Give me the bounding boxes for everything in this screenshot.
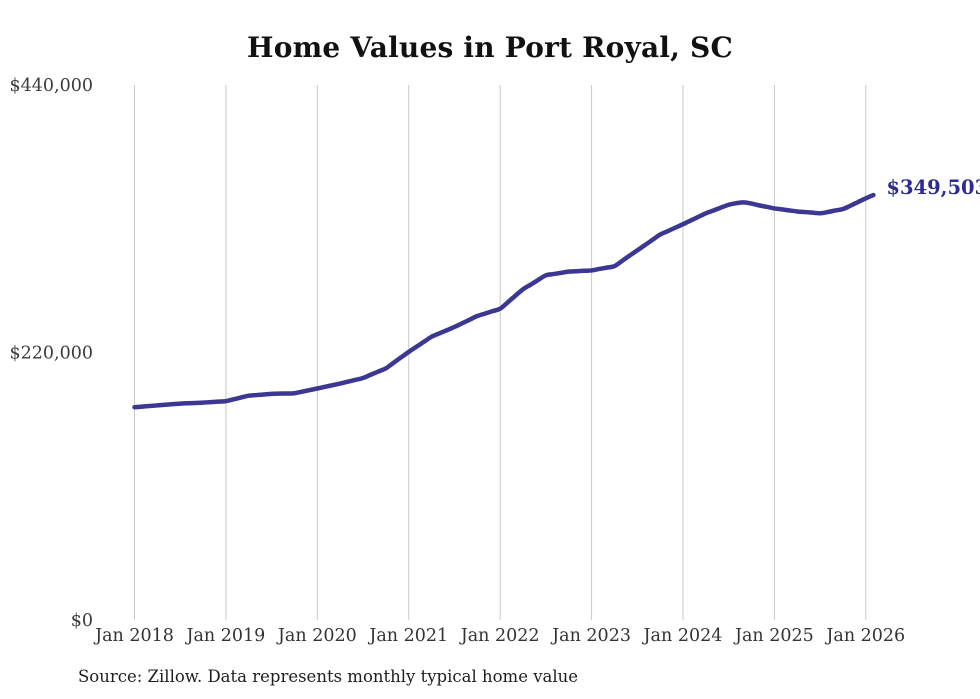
y-tick-label: $0 bbox=[71, 611, 93, 631]
y-tick-label: $220,000 bbox=[9, 344, 93, 364]
x-tick-label: Jan 2021 bbox=[367, 626, 448, 646]
x-tick-label: Jan 2020 bbox=[276, 626, 357, 646]
latest-value-label: $349,503 bbox=[886, 176, 980, 199]
year-gridlines bbox=[134, 85, 867, 620]
source-note: Source: Zillow. Data represents monthly … bbox=[78, 667, 579, 686]
x-tick-label: Jan 2019 bbox=[184, 626, 265, 646]
chart-title: Home Values in Port Royal, SC bbox=[247, 31, 733, 64]
x-tick-label: Jan 2024 bbox=[642, 626, 723, 646]
x-tick-label: Jan 2022 bbox=[459, 626, 540, 646]
y-axis-labels: $0 $220,000 $440,000 bbox=[9, 76, 93, 631]
x-tick-label: Jan 2023 bbox=[550, 626, 631, 646]
x-tick-label: Jan 2025 bbox=[733, 626, 814, 646]
x-tick-label: Jan 2026 bbox=[824, 626, 905, 646]
y-tick-label: $440,000 bbox=[9, 76, 93, 96]
home-value-line bbox=[132, 192, 876, 410]
x-tick-label: Jan 2018 bbox=[93, 626, 174, 646]
x-axis-labels: Jan 2018 Jan 2019 Jan 2020 Jan 2021 Jan 2022… bbox=[93, 626, 905, 646]
